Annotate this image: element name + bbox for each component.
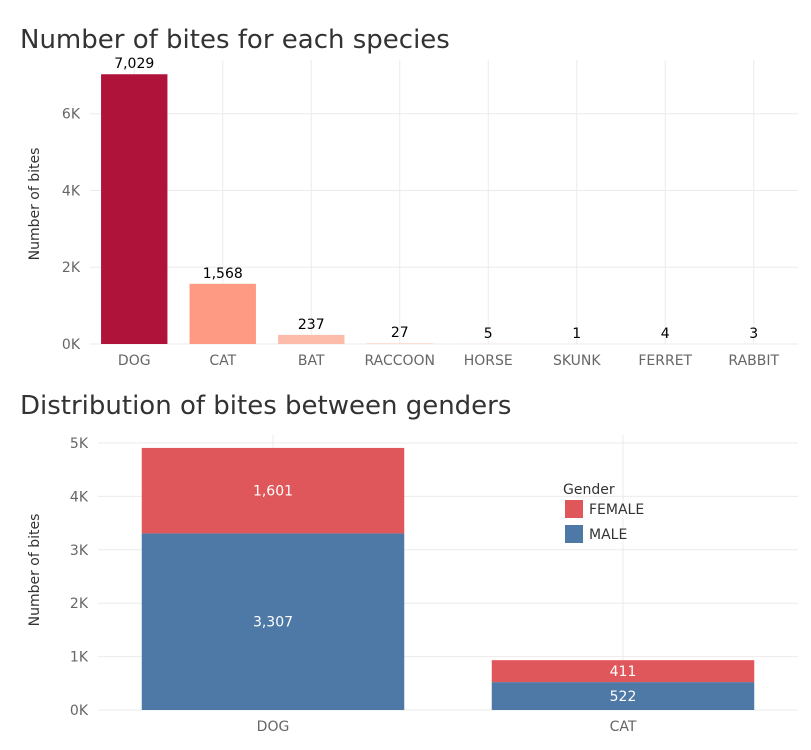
legend-swatch-male	[565, 525, 583, 543]
segment-label: 522	[610, 689, 637, 705]
bar-raccoon	[366, 342, 433, 344]
bar-dog-male	[141, 533, 405, 710]
x-tick-label: CAT	[610, 719, 637, 735]
data-label: 27	[391, 325, 409, 341]
y-tick-label: 2K	[62, 260, 81, 276]
bar-dog	[101, 74, 168, 345]
x-tick-label: DOG	[257, 719, 290, 735]
x-tick-label: RACCOON	[364, 353, 435, 369]
y-tick-label: 0K	[70, 703, 89, 719]
x-tick-label: HORSE	[464, 353, 513, 369]
bar-cat-female	[491, 660, 755, 683]
bar-bat	[278, 334, 345, 344]
x-tick-label: BAT	[298, 353, 325, 369]
data-label: 1	[572, 326, 581, 342]
legend-title: Gender	[563, 482, 615, 498]
y-axis-ticks: 0K 2K 4K 6K	[62, 107, 81, 353]
legend-swatch-female	[565, 500, 583, 518]
x-axis-ticks: DOG CAT BAT RACCOON HORSE SKUNK FERRET RABBIT	[118, 353, 780, 369]
chart-title: Distribution of bites between genders	[20, 391, 511, 421]
bar-cat	[189, 283, 256, 344]
data-label: 3	[749, 326, 758, 342]
data-label: 4	[661, 326, 670, 342]
data-label: 1,568	[203, 266, 243, 282]
x-tick-label: FERRET	[638, 353, 692, 369]
y-tick-label: 5K	[70, 436, 89, 452]
segment-label: 1,601	[253, 484, 293, 500]
bar-group	[101, 74, 787, 345]
y-tick-label: 0K	[62, 337, 81, 353]
y-tick-label: 1K	[70, 650, 89, 666]
y-axis-label: Number of bites	[27, 148, 43, 261]
segment-label: 411	[610, 664, 637, 680]
legend-label-male: MALE	[589, 527, 627, 543]
x-tick-label: CAT	[209, 353, 236, 369]
x-axis-ticks: DOG CAT	[257, 719, 637, 735]
gender-chart: Distribution of bites between genders Nu…	[20, 391, 798, 735]
bar-dog-female	[141, 447, 405, 534]
y-tick-label: 4K	[62, 183, 81, 199]
bar-cat-male	[491, 682, 755, 710]
y-axis-label: Number of bites	[27, 514, 43, 627]
y-tick-label: 6K	[62, 107, 81, 123]
legend: Gender FEMALE MALE	[563, 482, 644, 543]
y-axis-ticks: 0K 1K 2K 3K 4K 5K	[70, 436, 89, 719]
species-chart: Number of bites for each species Number …	[20, 25, 798, 369]
segment-label: 3,307	[253, 615, 293, 631]
y-tick-label: 3K	[70, 543, 89, 559]
data-label: 237	[298, 317, 325, 333]
data-label: 7,029	[114, 56, 154, 72]
chart-title: Number of bites for each species	[20, 25, 450, 55]
x-tick-label: RABBIT	[728, 353, 779, 369]
data-label: 5	[484, 326, 493, 342]
x-tick-label: DOG	[118, 353, 151, 369]
data-labels: 7,029 1,568 237 27 5 1 4 3	[114, 56, 758, 342]
segment-labels: 3,307 1,601 522 411	[253, 484, 636, 705]
stacked-bar-group	[141, 447, 755, 710]
y-tick-label: 2K	[70, 596, 89, 612]
legend-label-female: FEMALE	[589, 502, 644, 518]
y-tick-label: 4K	[70, 489, 89, 505]
x-tick-label: SKUNK	[553, 353, 601, 369]
